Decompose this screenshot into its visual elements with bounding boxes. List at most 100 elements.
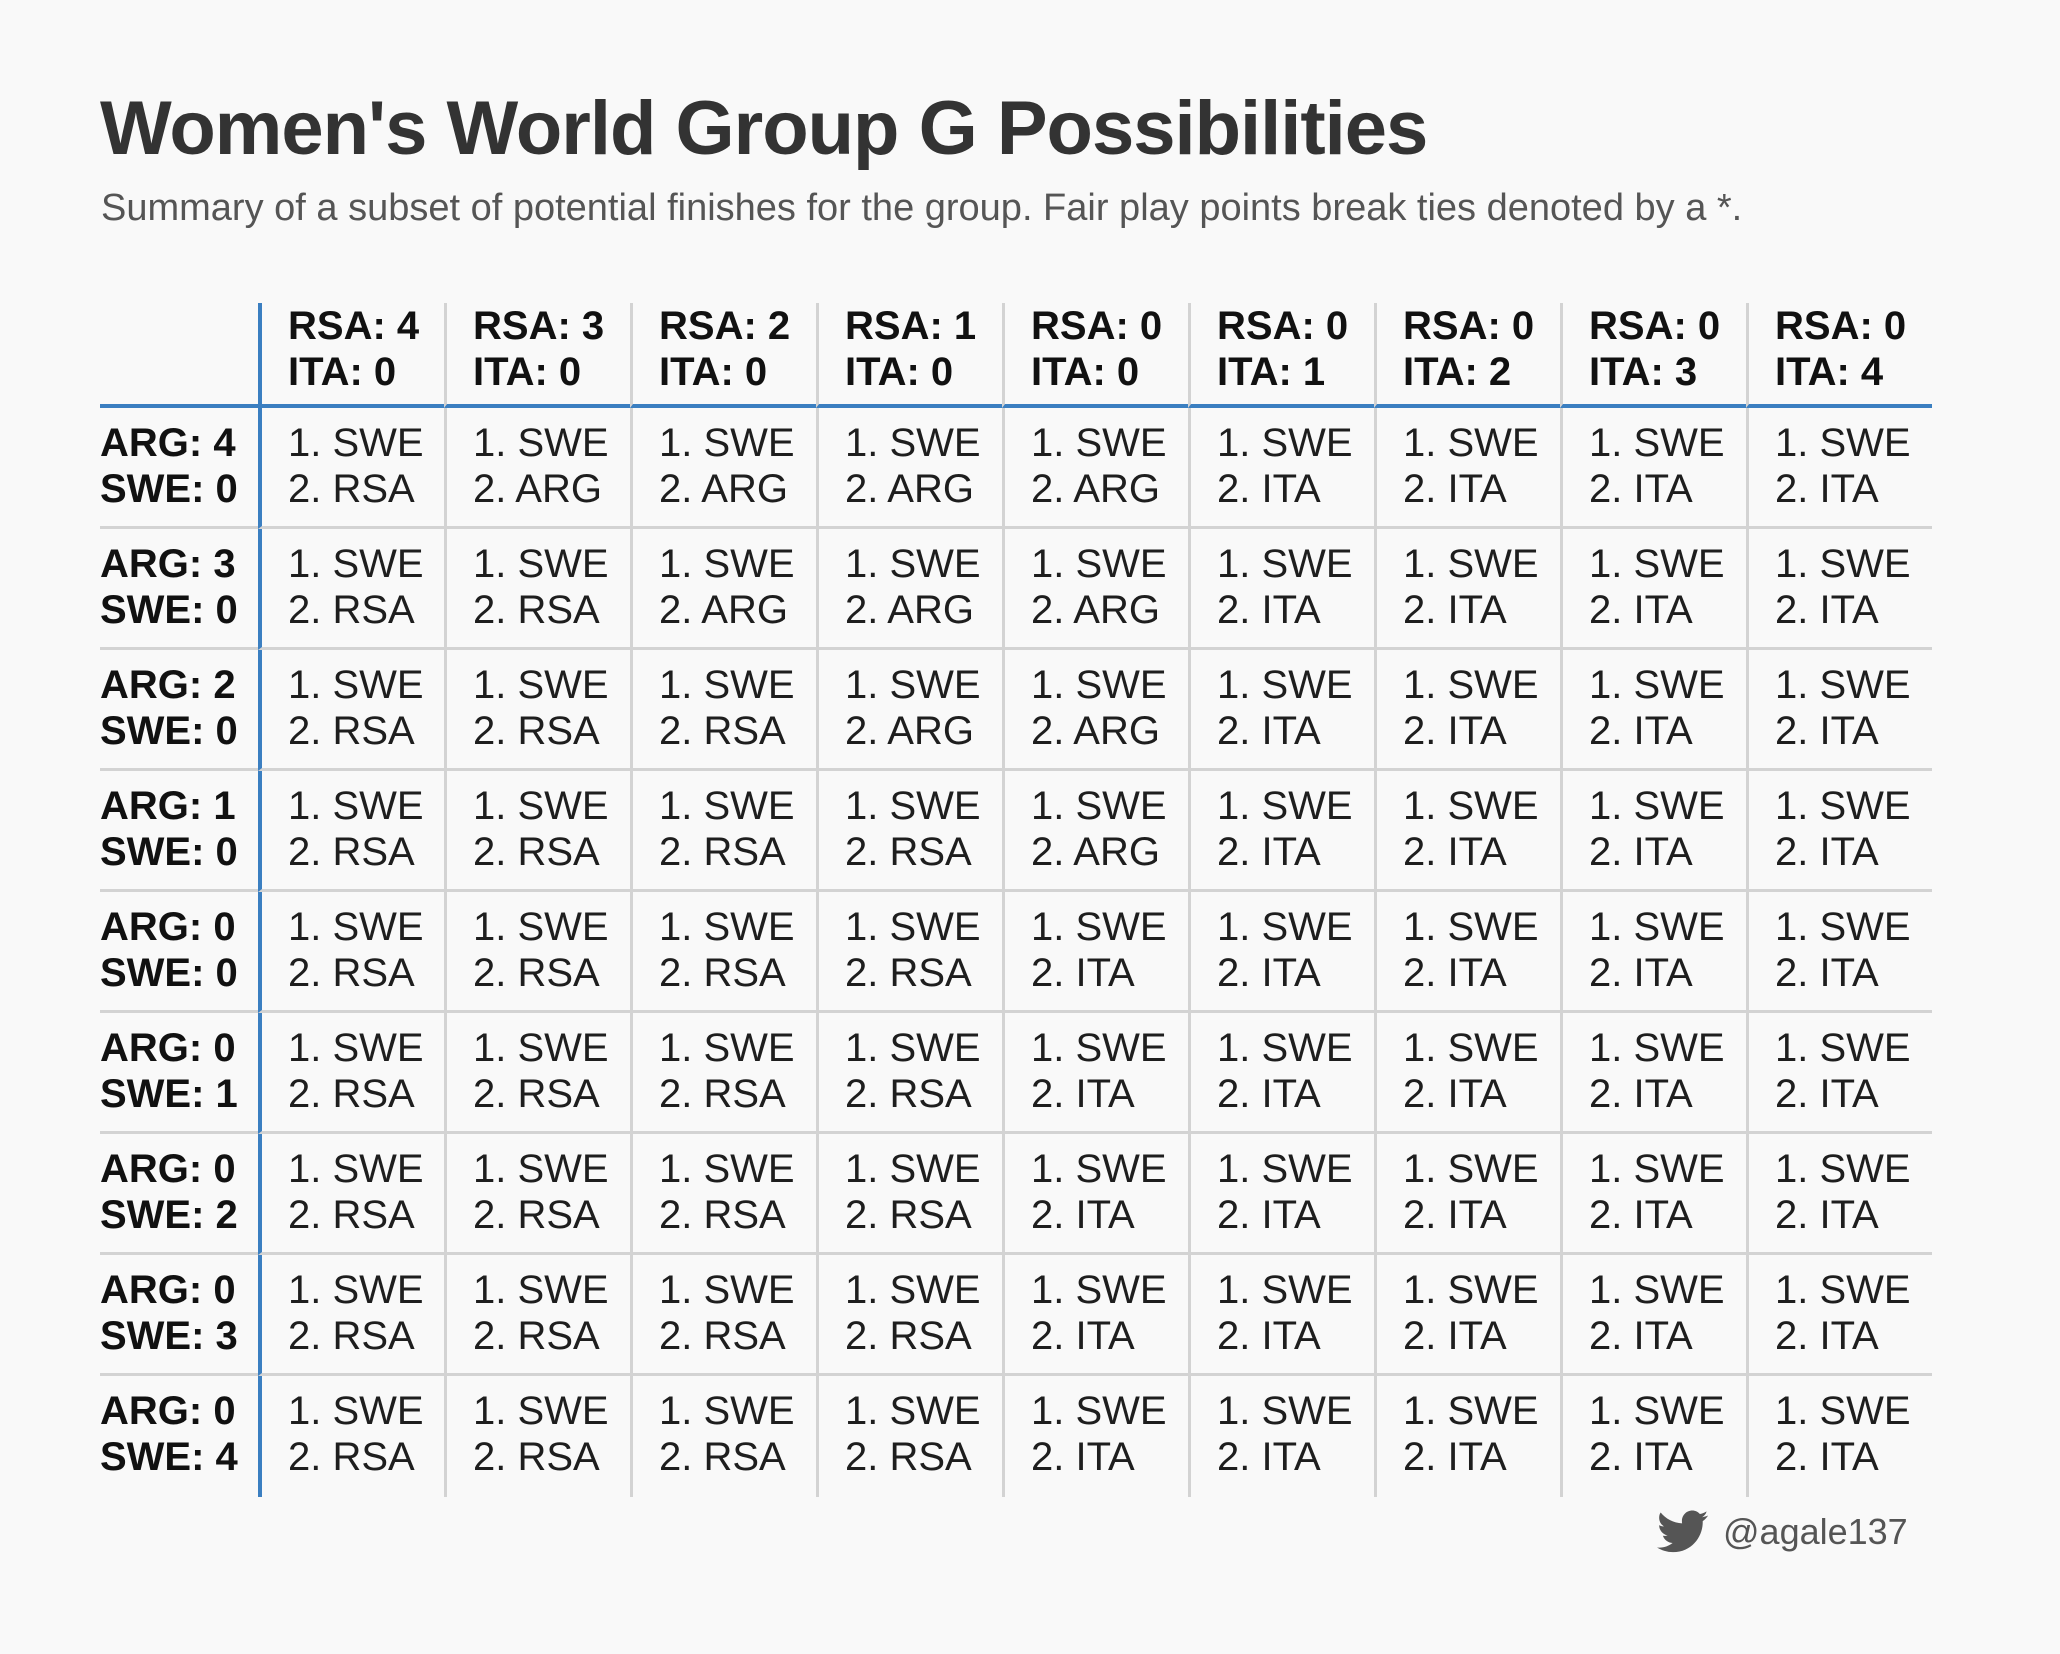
first-place: 1. SWE (1589, 663, 1725, 707)
table-cell: 1. SWE 2. ITA (1188, 892, 1374, 1013)
table-cell: 1. SWE 2. ARG (816, 650, 1002, 771)
column-header-line1: RSA: 2 (659, 304, 791, 348)
second-place: 2. RSA (845, 1072, 972, 1116)
table-cell: 1. SWE 2. ITA (1188, 1255, 1374, 1376)
row-header: ARG: 0 SWE: 4 (100, 1376, 258, 1497)
first-place: 1. SWE (845, 663, 981, 707)
first-place: 1. SWE (473, 1147, 609, 1191)
table-cell: 1. SWE 2. ITA (1188, 650, 1374, 771)
table-cell: 1. SWE 2. RSA (630, 1255, 816, 1376)
first-place: 1. SWE (1217, 1389, 1353, 1433)
second-place: 2. ITA (1403, 467, 1507, 511)
table-cell: 1. SWE 2. ITA (1560, 1134, 1746, 1255)
second-place: 2. ITA (1031, 1314, 1135, 1358)
first-place: 1. SWE (659, 784, 795, 828)
first-place: 1. SWE (1217, 1026, 1353, 1070)
table-cell: 1. SWE 2. ITA (1560, 1013, 1746, 1134)
second-place: 2. ITA (1403, 1435, 1507, 1479)
table-cell: 1. SWE 2. ITA (1002, 1134, 1188, 1255)
first-place: 1. SWE (1775, 905, 1911, 949)
row-header: ARG: 0 SWE: 3 (100, 1255, 258, 1376)
second-place: 2. ITA (1589, 1314, 1693, 1358)
second-place: 2. ITA (1031, 1435, 1135, 1479)
row-header-line1: ARG: 0 (100, 1147, 236, 1191)
column-header-line2: ITA: 0 (288, 350, 397, 394)
second-place: 2. ITA (1589, 1435, 1693, 1479)
table-cell: 1. SWE 2. ITA (1002, 1376, 1188, 1497)
table-cell: 1. SWE 2. ITA (1002, 1013, 1188, 1134)
first-place: 1. SWE (1589, 1268, 1725, 1312)
second-place: 2. ITA (1403, 1193, 1507, 1237)
column-header-line2: ITA: 0 (1031, 350, 1140, 394)
second-place: 2. ITA (1217, 951, 1321, 995)
second-place: 2. RSA (473, 830, 600, 874)
first-place: 1. SWE (845, 1147, 981, 1191)
first-place: 1. SWE (1775, 1147, 1911, 1191)
first-place: 1. SWE (288, 542, 424, 586)
table-cell: 1. SWE 2. RSA (444, 1376, 630, 1497)
second-place: 2. ITA (1775, 1193, 1879, 1237)
second-place: 2. ITA (1589, 951, 1693, 995)
column-header-line1: RSA: 3 (473, 304, 605, 348)
first-place: 1. SWE (659, 663, 795, 707)
first-place: 1. SWE (1031, 663, 1167, 707)
first-place: 1. SWE (1403, 542, 1539, 586)
second-place: 2. RSA (473, 1193, 600, 1237)
table-cell: 1. SWE 2. ITA (1374, 1134, 1560, 1255)
first-place: 1. SWE (1775, 784, 1911, 828)
second-place: 2. RSA (659, 951, 786, 995)
second-place: 2. RSA (659, 1314, 786, 1358)
second-place: 2. RSA (659, 830, 786, 874)
table-cell: 1. SWE 2. RSA (258, 1013, 444, 1134)
second-place: 2. ARG (845, 588, 974, 632)
column-header-line2: ITA: 2 (1403, 350, 1512, 394)
second-place: 2. ARG (1031, 709, 1160, 753)
row-header-line2: SWE: 1 (100, 1072, 238, 1116)
table-cell: 1. SWE 2. ITA (1188, 1013, 1374, 1134)
table-cell: 1. SWE 2. RSA (630, 650, 816, 771)
table-cell: 1. SWE 2. ITA (1560, 892, 1746, 1013)
row-header-line2: SWE: 0 (100, 951, 238, 995)
second-place: 2. ARG (845, 709, 974, 753)
second-place: 2. ITA (1217, 1193, 1321, 1237)
row-header: ARG: 3 SWE: 0 (100, 529, 258, 650)
first-place: 1. SWE (845, 1026, 981, 1070)
first-place: 1. SWE (1775, 1026, 1911, 1070)
second-place: 2. ITA (1775, 709, 1879, 753)
column-header-line1: RSA: 0 (1031, 304, 1163, 348)
table-cell: 1. SWE 2. ARG (816, 529, 1002, 650)
first-place: 1. SWE (288, 1147, 424, 1191)
table-cell: 1. SWE 2. RSA (630, 1376, 816, 1497)
second-place: 2. ITA (1775, 830, 1879, 874)
table-cell: 1. SWE 2. RSA (258, 1134, 444, 1255)
table-cell: 1. SWE 2. RSA (816, 1013, 1002, 1134)
second-place: 2. RSA (288, 588, 415, 632)
second-place: 2. ARG (845, 467, 974, 511)
first-place: 1. SWE (659, 1026, 795, 1070)
first-place: 1. SWE (1217, 1147, 1353, 1191)
first-place: 1. SWE (1775, 663, 1911, 707)
second-place: 2. RSA (288, 830, 415, 874)
first-place: 1. SWE (659, 542, 795, 586)
row-header-line2: SWE: 0 (100, 709, 238, 753)
second-place: 2. ARG (473, 467, 602, 511)
row-header: ARG: 2 SWE: 0 (100, 650, 258, 771)
table-cell: 1. SWE 2. ARG (1002, 529, 1188, 650)
table-corner (100, 303, 258, 408)
row-header-line2: SWE: 0 (100, 467, 238, 511)
row-header-line2: SWE: 4 (100, 1435, 238, 1479)
table-cell: 1. SWE 2. RSA (258, 529, 444, 650)
table-cell: 1. SWE 2. ITA (1746, 529, 1932, 650)
column-header: RSA: 2 ITA: 0 (630, 303, 816, 408)
first-place: 1. SWE (1217, 784, 1353, 828)
column-header-line1: RSA: 0 (1217, 304, 1349, 348)
column-header: RSA: 0 ITA: 4 (1746, 303, 1932, 408)
table-cell: 1. SWE 2. RSA (630, 892, 816, 1013)
table-cell: 1. SWE 2. ITA (1560, 650, 1746, 771)
first-place: 1. SWE (288, 421, 424, 465)
first-place: 1. SWE (1403, 421, 1539, 465)
table-cell: 1. SWE 2. ITA (1746, 1134, 1932, 1255)
second-place: 2. ITA (1403, 951, 1507, 995)
table-cell: 1. SWE 2. ITA (1746, 650, 1932, 771)
table-cell: 1. SWE 2. ARG (630, 408, 816, 529)
